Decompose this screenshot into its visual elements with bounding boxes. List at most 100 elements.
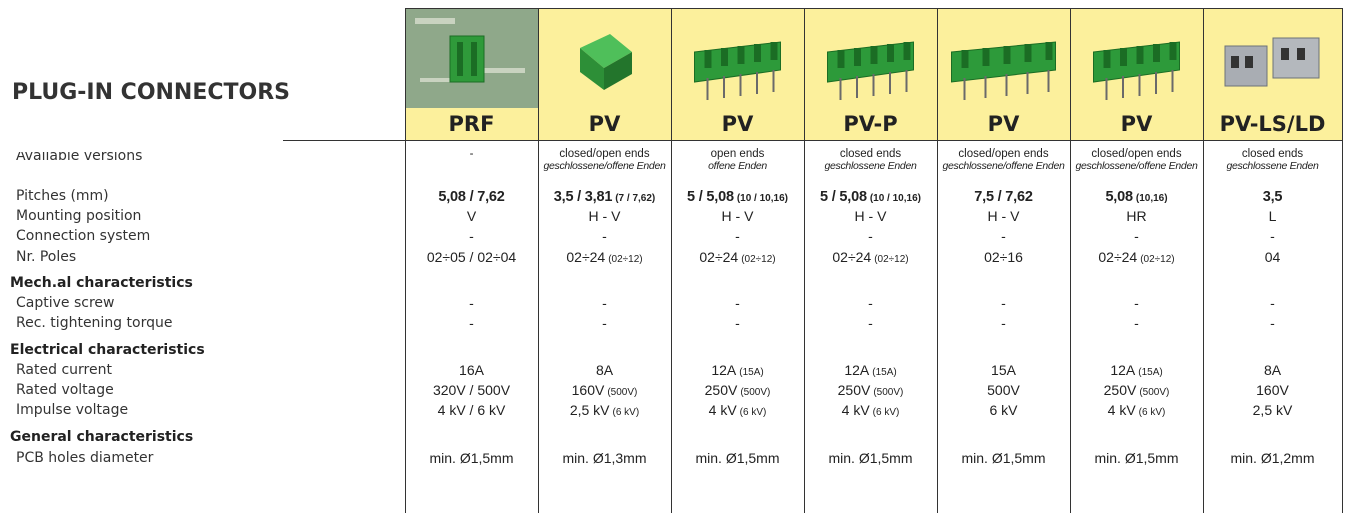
cell: - <box>937 228 1070 244</box>
cell-value: 02÷24 <box>1098 249 1138 265</box>
product-image <box>1093 41 1180 100</box>
version-de: geschlossene/offene Enden <box>543 160 666 172</box>
cell-value: 12A <box>844 362 870 378</box>
column-name: PV-P <box>843 112 898 136</box>
cell: 4 kV (6 kV) <box>804 402 937 418</box>
cell-value: 12A <box>1110 362 1136 378</box>
cell-value: 7,5 / 7,62 <box>974 189 1033 205</box>
cell-value: 3,5 <box>1262 189 1283 205</box>
cell: H - V <box>538 208 671 224</box>
version-en: closed ends <box>1241 148 1304 160</box>
cell: 250V (500V) <box>671 382 804 398</box>
cell: - <box>1070 295 1203 311</box>
cell: 320V / 500V <box>405 382 538 398</box>
cell: - <box>538 315 671 331</box>
cell-value: 12A <box>711 362 737 378</box>
row-label: Connection system <box>16 228 151 244</box>
cell: - <box>804 315 937 331</box>
cell: - <box>671 315 804 331</box>
cell: H - V <box>671 208 804 224</box>
cell: 16A <box>405 362 538 378</box>
cell-value: 160V <box>1256 382 1289 398</box>
cell-note: (15A) <box>872 367 897 378</box>
cell-value: - <box>735 315 740 331</box>
header-top-rule <box>405 8 1342 9</box>
column-divider <box>937 8 938 513</box>
cell: 15A <box>937 362 1070 378</box>
cell: 8A <box>538 362 671 378</box>
cell: - <box>1203 295 1342 311</box>
cell-value: - <box>735 295 740 311</box>
row-label: Mounting position <box>16 208 142 224</box>
cell-value: 320V / 500V <box>432 382 511 398</box>
cell: V <box>405 208 538 224</box>
cell: 04 <box>1203 249 1342 265</box>
cell-value: - <box>1001 315 1006 331</box>
cell: 250V (500V) <box>804 382 937 398</box>
cell-value: H - V <box>588 208 621 224</box>
cell-value: 4 kV <box>1107 402 1136 418</box>
cell: open ends offene Enden <box>671 148 804 172</box>
cell: - <box>937 295 1070 311</box>
cell-value: min. Ø1,3mm <box>562 450 647 466</box>
cell-note: (15A) <box>739 367 764 378</box>
cell-value: - <box>1001 228 1006 244</box>
product-image <box>405 8 538 108</box>
cell-value: HR <box>1126 208 1147 224</box>
cell: 5,08 / 7,62 <box>405 188 538 205</box>
cell-value: min. Ø1,2mm <box>1230 450 1315 466</box>
cell: - <box>804 295 937 311</box>
cell-value: 02÷16 <box>984 249 1023 265</box>
cell: 5 / 5,08 (10 / 10,16) <box>671 188 804 205</box>
header-bottom-rule <box>405 140 1342 141</box>
product-image <box>694 41 781 100</box>
section-heading: Electrical characteristics <box>10 342 205 358</box>
cell-note: (02÷12) <box>874 254 909 265</box>
cell: - <box>1203 228 1342 244</box>
cell: 4 kV / 6 kV <box>405 402 538 418</box>
cell: - <box>405 295 538 311</box>
cell: H - V <box>804 208 937 224</box>
cell-note: (500V) <box>873 387 904 398</box>
row-label: Pitches (mm) <box>16 188 109 204</box>
cell: 02÷05 / 02÷04 <box>405 249 538 265</box>
cell-value: 02÷24 <box>566 249 606 265</box>
cell: min. Ø1,5mm <box>671 450 804 466</box>
section-heading: Mech.al characteristics <box>10 275 193 291</box>
cell-value: 02÷24 <box>699 249 739 265</box>
cell: closed/open ends geschlossene/offene Ende… <box>937 148 1070 172</box>
column-divider <box>538 8 539 513</box>
column-name: PV-LS/LD <box>1219 112 1326 136</box>
cell: HR <box>1070 208 1203 224</box>
cell-value: 500V <box>987 382 1020 398</box>
cell: min. Ø1,2mm <box>1203 450 1342 466</box>
title-rule <box>283 140 405 141</box>
cell-note: (10 / 10,16) <box>736 193 788 204</box>
cell: - <box>1070 315 1203 331</box>
label-clip <box>0 141 404 152</box>
row-label: Impulse voltage <box>16 402 129 418</box>
column-name: PV <box>1120 112 1153 136</box>
product-image <box>827 41 914 100</box>
cell: - <box>937 315 1070 331</box>
cell: - <box>405 315 538 331</box>
cell: 5,08 (10,16) <box>1070 188 1203 205</box>
cell-note: (02÷12) <box>1140 254 1175 265</box>
cell: - <box>1070 228 1203 244</box>
cell-value: 04 <box>1264 249 1281 265</box>
cell: min. Ø1,5mm <box>937 450 1070 466</box>
cell-note: (7 / 7,62) <box>615 193 656 204</box>
cell-note: (02÷12) <box>741 254 776 265</box>
cell-note: (02÷12) <box>608 254 643 265</box>
cell: 2,5 kV <box>1203 402 1342 418</box>
row-label: Captive screw <box>16 295 115 311</box>
cell: 250V (500V) <box>1070 382 1203 398</box>
row-label: PCB holes diameter <box>16 450 154 466</box>
cell-value: - <box>1270 228 1275 244</box>
cell-value: 5 / 5,08 <box>687 189 734 205</box>
row-label: Available versions <box>16 148 143 164</box>
cell-value: min. Ø1,5mm <box>429 450 514 466</box>
column-divider <box>1342 8 1343 513</box>
cell: closed ends geschlossene Enden <box>1203 148 1342 172</box>
